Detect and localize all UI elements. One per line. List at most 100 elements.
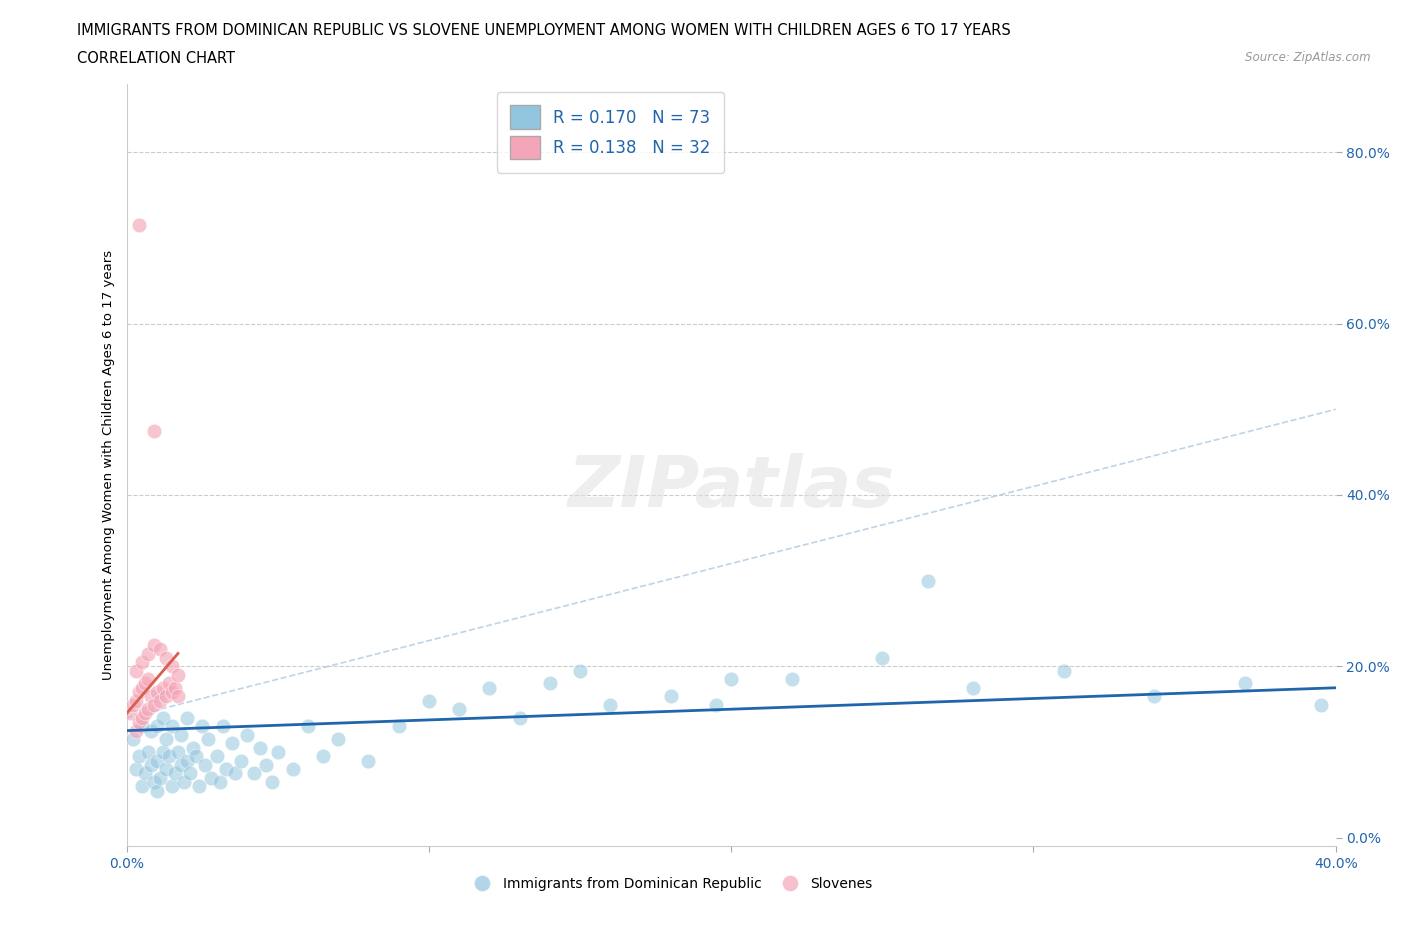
Point (157, 676, 180, 691)
Point (131, 719, 153, 734)
Point (231, 753, 253, 768)
Point (142, 698, 165, 712)
Point (538, 676, 561, 691)
Point (136, 702, 159, 717)
Point (118, 706, 141, 721)
Point (136, 745, 159, 760)
Point (872, 650, 894, 665)
Point (704, 698, 727, 712)
Point (1053, 663, 1076, 678)
Point (163, 681, 186, 696)
Point (200, 770, 222, 785)
Point (128, 714, 150, 729)
Point (267, 745, 290, 760)
Point (176, 753, 198, 768)
Point (249, 740, 271, 755)
Point (215, 762, 238, 777)
Point (326, 732, 350, 747)
Point (568, 663, 592, 678)
Point (191, 719, 214, 734)
Point (155, 762, 177, 777)
Point (124, 663, 146, 678)
Point (155, 732, 177, 747)
Point (1143, 689, 1166, 704)
Point (155, 650, 177, 665)
Point (128, 749, 150, 764)
Point (209, 775, 232, 790)
Legend: Immigrants from Dominican Republic, Slovenes: Immigrants from Dominican Republic, Slov… (463, 871, 879, 897)
Point (599, 698, 621, 712)
Point (312, 749, 335, 764)
Point (167, 689, 190, 704)
Point (146, 719, 169, 734)
Point (388, 719, 411, 734)
Point (297, 719, 319, 734)
Point (157, 749, 180, 764)
Point (121, 732, 143, 747)
Point (131, 711, 153, 725)
Point (131, 655, 153, 670)
Point (155, 689, 177, 704)
Point (1309, 698, 1331, 712)
Point (149, 770, 172, 785)
Point (447, 702, 470, 717)
Point (152, 711, 174, 725)
Point (128, 218, 150, 232)
Point (134, 676, 156, 691)
Point (478, 681, 501, 696)
Text: Source: ZipAtlas.com: Source: ZipAtlas.com (1246, 51, 1371, 64)
Point (184, 749, 207, 764)
Point (131, 681, 153, 696)
Point (134, 706, 156, 721)
Point (149, 693, 172, 708)
Point (173, 775, 195, 790)
Point (170, 727, 193, 742)
Point (167, 745, 190, 760)
Text: CORRELATION CHART: CORRELATION CHART (77, 51, 235, 66)
Point (260, 775, 283, 790)
Point (917, 573, 939, 588)
Point (136, 671, 159, 686)
Point (242, 766, 264, 781)
Point (1234, 676, 1257, 691)
Point (170, 757, 193, 772)
Point (160, 719, 183, 734)
Point (139, 689, 162, 704)
Point (254, 757, 277, 772)
Point (212, 719, 235, 734)
Text: ZIPatlas: ZIPatlas (568, 454, 894, 523)
Point (205, 749, 228, 764)
Point (139, 757, 162, 772)
Point (224, 766, 246, 781)
Point (221, 736, 243, 751)
Text: IMMIGRANTS FROM DOMINICAN REPUBLIC VS SLOVENE UNEMPLOYMENT AMONG WOMEN WITH CHIL: IMMIGRANTS FROM DOMINICAN REPUBLIC VS SL… (77, 23, 1011, 38)
Point (128, 684, 150, 699)
Point (146, 753, 169, 768)
Point (197, 732, 219, 747)
Point (131, 779, 153, 794)
Point (146, 684, 169, 699)
Point (281, 762, 304, 777)
Point (142, 637, 165, 652)
Point (134, 766, 156, 781)
Point (136, 646, 159, 661)
Point (142, 423, 165, 438)
Point (720, 671, 742, 686)
Point (167, 668, 190, 683)
Point (160, 779, 183, 794)
Point (160, 659, 183, 674)
Point (152, 681, 174, 696)
Point (418, 693, 440, 708)
Point (149, 642, 172, 657)
Point (181, 740, 204, 755)
Point (188, 779, 211, 794)
Point (124, 693, 146, 708)
Point (124, 724, 146, 738)
Point (163, 766, 186, 781)
Point (176, 711, 198, 725)
Point (236, 727, 259, 742)
Point (142, 775, 165, 790)
Point (962, 681, 984, 696)
Point (780, 671, 803, 686)
Point (509, 711, 531, 725)
